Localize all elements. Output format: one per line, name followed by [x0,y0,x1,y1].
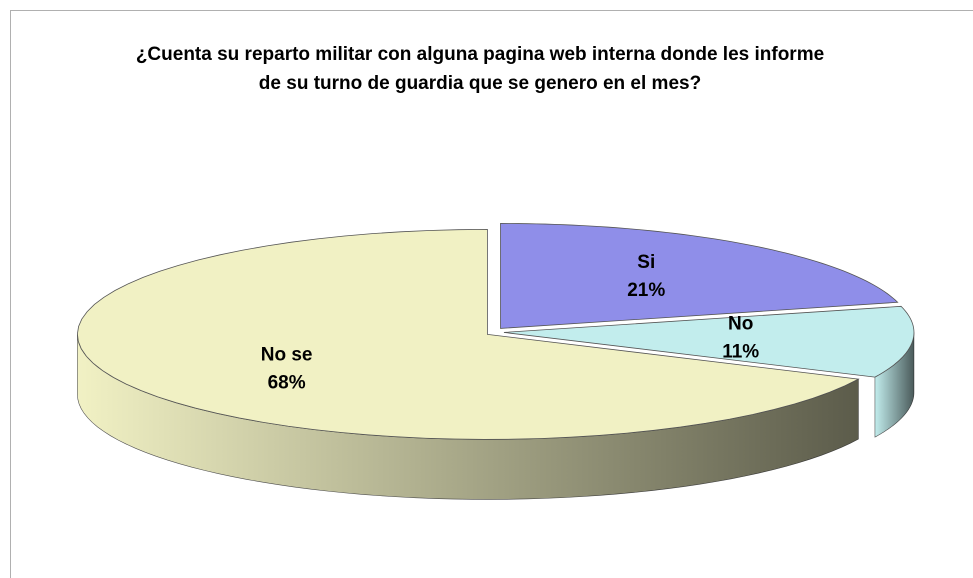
slice [503,305,915,378]
slice-label: Si [637,252,655,273]
slice-side-shade [874,332,914,438]
slice-label: No se [261,344,313,365]
value-label: 68% [268,372,306,393]
value-label: 11% [722,342,759,363]
slice-label: No [728,314,753,335]
chart-frame [10,10,973,578]
slice [77,229,860,440]
chart-title: ¿Cuenta su reparto militar con alguna pa… [135,44,825,94]
slice [500,223,899,329]
slice-side-shade [77,334,859,500]
value-label: 21% [627,280,665,301]
